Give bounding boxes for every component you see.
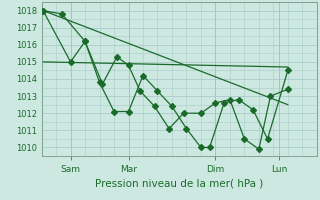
X-axis label: Pression niveau de la mer( hPa ): Pression niveau de la mer( hPa ) bbox=[95, 178, 263, 188]
